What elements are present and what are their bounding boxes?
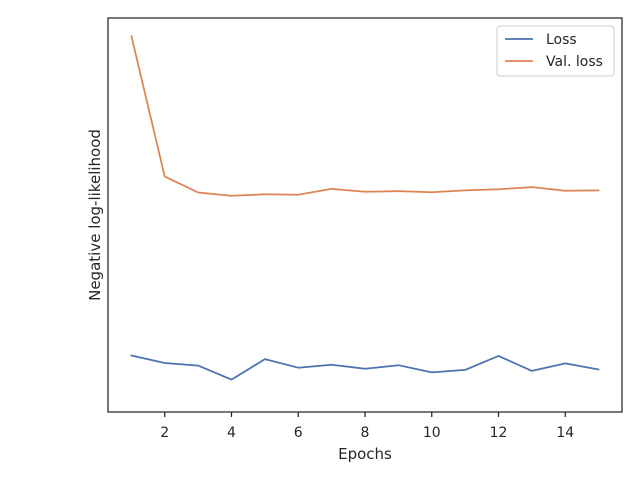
series-line-loss — [130, 354, 600, 381]
x-tick-label: 12 — [490, 425, 508, 441]
legend-label: Val. loss — [546, 54, 603, 70]
x-tick-label: 4 — [227, 425, 236, 441]
x-tick-label: 6 — [294, 425, 303, 441]
x-tick-label: 8 — [361, 425, 370, 441]
x-tick-label: 14 — [556, 425, 574, 441]
series-layer — [130, 35, 600, 381]
series-line-val-loss — [130, 35, 600, 197]
x-axis-label: Epochs — [338, 445, 392, 463]
x-tick-label: 10 — [423, 425, 441, 441]
legend: Loss Val. loss — [496, 25, 615, 77]
x-axis-ticks: 2 4 6 8 10 12 14 — [160, 412, 574, 441]
y-axis-label: Negative log-likelihood — [86, 129, 104, 301]
legend-label: Loss — [546, 32, 577, 48]
plot-background — [108, 18, 622, 412]
x-tick-label: 2 — [160, 425, 169, 441]
